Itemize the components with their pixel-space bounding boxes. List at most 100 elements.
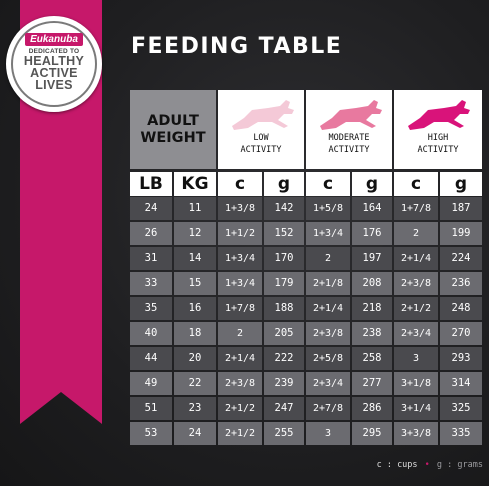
- column-header-5: g: [352, 172, 392, 196]
- table-cell: 224: [440, 247, 482, 270]
- table-cell: 208: [352, 272, 392, 295]
- table-cell: 3: [394, 347, 438, 370]
- table-cell: 152: [264, 222, 304, 245]
- column-header-2: c: [218, 172, 262, 196]
- page-title: FEEDING TABLE: [131, 34, 343, 59]
- table-cell: 335: [440, 422, 482, 445]
- adult-weight-line-2: WEIGHT: [140, 129, 206, 146]
- table-cell: 2+1/2: [218, 397, 262, 420]
- table-cell: 18: [174, 322, 216, 345]
- table-cell: 2: [394, 222, 438, 245]
- table-cell: 2+1/4: [394, 247, 438, 270]
- table-cell: 247: [264, 397, 304, 420]
- activity-label-line-2: ACTIVITY: [328, 145, 370, 155]
- legend-grams-text: : grams: [447, 460, 483, 470]
- table-cell: 248: [440, 297, 482, 320]
- table-cell: 188: [264, 297, 304, 320]
- table-cell: 1+3/4: [218, 272, 262, 295]
- table-cell: 23: [174, 397, 216, 420]
- activity-label-line-2: ACTIVITY: [240, 145, 282, 155]
- table-cell: 295: [352, 422, 392, 445]
- table-cell: 199: [440, 222, 482, 245]
- activity-label-line-2: ACTIVITY: [417, 145, 459, 155]
- brand-tagline-2: ACTIVE: [30, 66, 78, 80]
- table-cell: 15: [174, 272, 216, 295]
- table-cell: 2+1/2: [218, 422, 262, 445]
- table-cell: 40: [130, 322, 172, 345]
- table-cell: 53: [130, 422, 172, 445]
- table-cell: 255: [264, 422, 304, 445]
- table-cell: 44: [130, 347, 172, 370]
- legend-cups-key: c: [376, 460, 382, 470]
- legend-grams-key: g: [436, 460, 443, 470]
- activity-label: LOW ACTIVITY: [218, 132, 304, 156]
- table-cell: 218: [352, 297, 392, 320]
- table-cell: 277: [352, 372, 392, 395]
- table-cell: 176: [352, 222, 392, 245]
- table-cell: 179: [264, 272, 304, 295]
- table-cell: 2: [306, 247, 350, 270]
- table-cell: 3+3/8: [394, 422, 438, 445]
- table-cell: 3+1/8: [394, 372, 438, 395]
- activity-label-line-1: LOW: [253, 133, 269, 143]
- activity-header-1: MODERATE ACTIVITY: [306, 90, 392, 169]
- table-cell: 35: [130, 297, 172, 320]
- table-cell: 33: [130, 272, 172, 295]
- table-cell: 2+5/8: [306, 347, 350, 370]
- table-cell: 293: [440, 347, 482, 370]
- table-cell: 187: [440, 197, 482, 220]
- units-legend: c : cups • g : grams: [377, 460, 483, 470]
- brand-ribbon-tail: [20, 392, 102, 424]
- table-cell: 2+3/4: [394, 322, 438, 345]
- activity-label-line-1: MODERATE: [328, 133, 370, 143]
- table-cell: 1+3/8: [218, 197, 262, 220]
- activity-header-2: HIGH ACTIVITY: [394, 90, 482, 169]
- table-cell: 314: [440, 372, 482, 395]
- table-cell: 24: [130, 197, 172, 220]
- table-cell: 31: [130, 247, 172, 270]
- table-cell: 2+3/8: [306, 322, 350, 345]
- table-cell: 164: [352, 197, 392, 220]
- table-cell: 205: [264, 322, 304, 345]
- table-cell: 1+7/8: [218, 297, 262, 320]
- running-dog-shape: [232, 100, 294, 130]
- table-cell: 1+3/4: [306, 222, 350, 245]
- table-cell: 2+7/8: [306, 397, 350, 420]
- table-cell: 2+1/4: [306, 297, 350, 320]
- running-dog-icon: [232, 100, 294, 130]
- table-cell: 270: [440, 322, 482, 345]
- table-cell: 239: [264, 372, 304, 395]
- column-header-6: c: [394, 172, 438, 196]
- adult-weight-line-1: ADULT: [147, 112, 199, 129]
- brand-tagline-3: LIVES: [35, 78, 73, 92]
- table-cell: 12: [174, 222, 216, 245]
- table-cell: 14: [174, 247, 216, 270]
- table-cell: 2+1/8: [306, 272, 350, 295]
- running-dog-shape: [320, 100, 382, 130]
- brand-logo: Eukanuba: [25, 33, 83, 46]
- table-cell: 238: [352, 322, 392, 345]
- adult-weight-header: ADULT WEIGHT: [130, 90, 216, 169]
- table-cell: 1+3/4: [218, 247, 262, 270]
- table-cell: 2+3/4: [306, 372, 350, 395]
- table-cell: 24: [174, 422, 216, 445]
- legend-separator: •: [424, 460, 430, 470]
- table-cell: 1+5/8: [306, 197, 350, 220]
- activity-label: HIGH ACTIVITY: [394, 132, 482, 156]
- running-dog-icon: [320, 100, 382, 130]
- table-cell: 142: [264, 197, 304, 220]
- table-cell: 2+3/8: [218, 372, 262, 395]
- table-cell: 51: [130, 397, 172, 420]
- table-cell: 1+7/8: [394, 197, 438, 220]
- table-cell: 2+1/4: [218, 347, 262, 370]
- column-header-0: LB: [130, 172, 172, 196]
- brand-badge-inner: Eukanuba DEDICATED TO HEALTHY ACTIVE LIV…: [11, 21, 97, 107]
- table-cell: 2+1/2: [394, 297, 438, 320]
- table-cell: 3: [306, 422, 350, 445]
- column-header-4: c: [306, 172, 350, 196]
- table-cell: 22: [174, 372, 216, 395]
- column-header-1: KG: [174, 172, 216, 196]
- table-cell: 16: [174, 297, 216, 320]
- activity-label-line-1: HIGH: [427, 133, 449, 143]
